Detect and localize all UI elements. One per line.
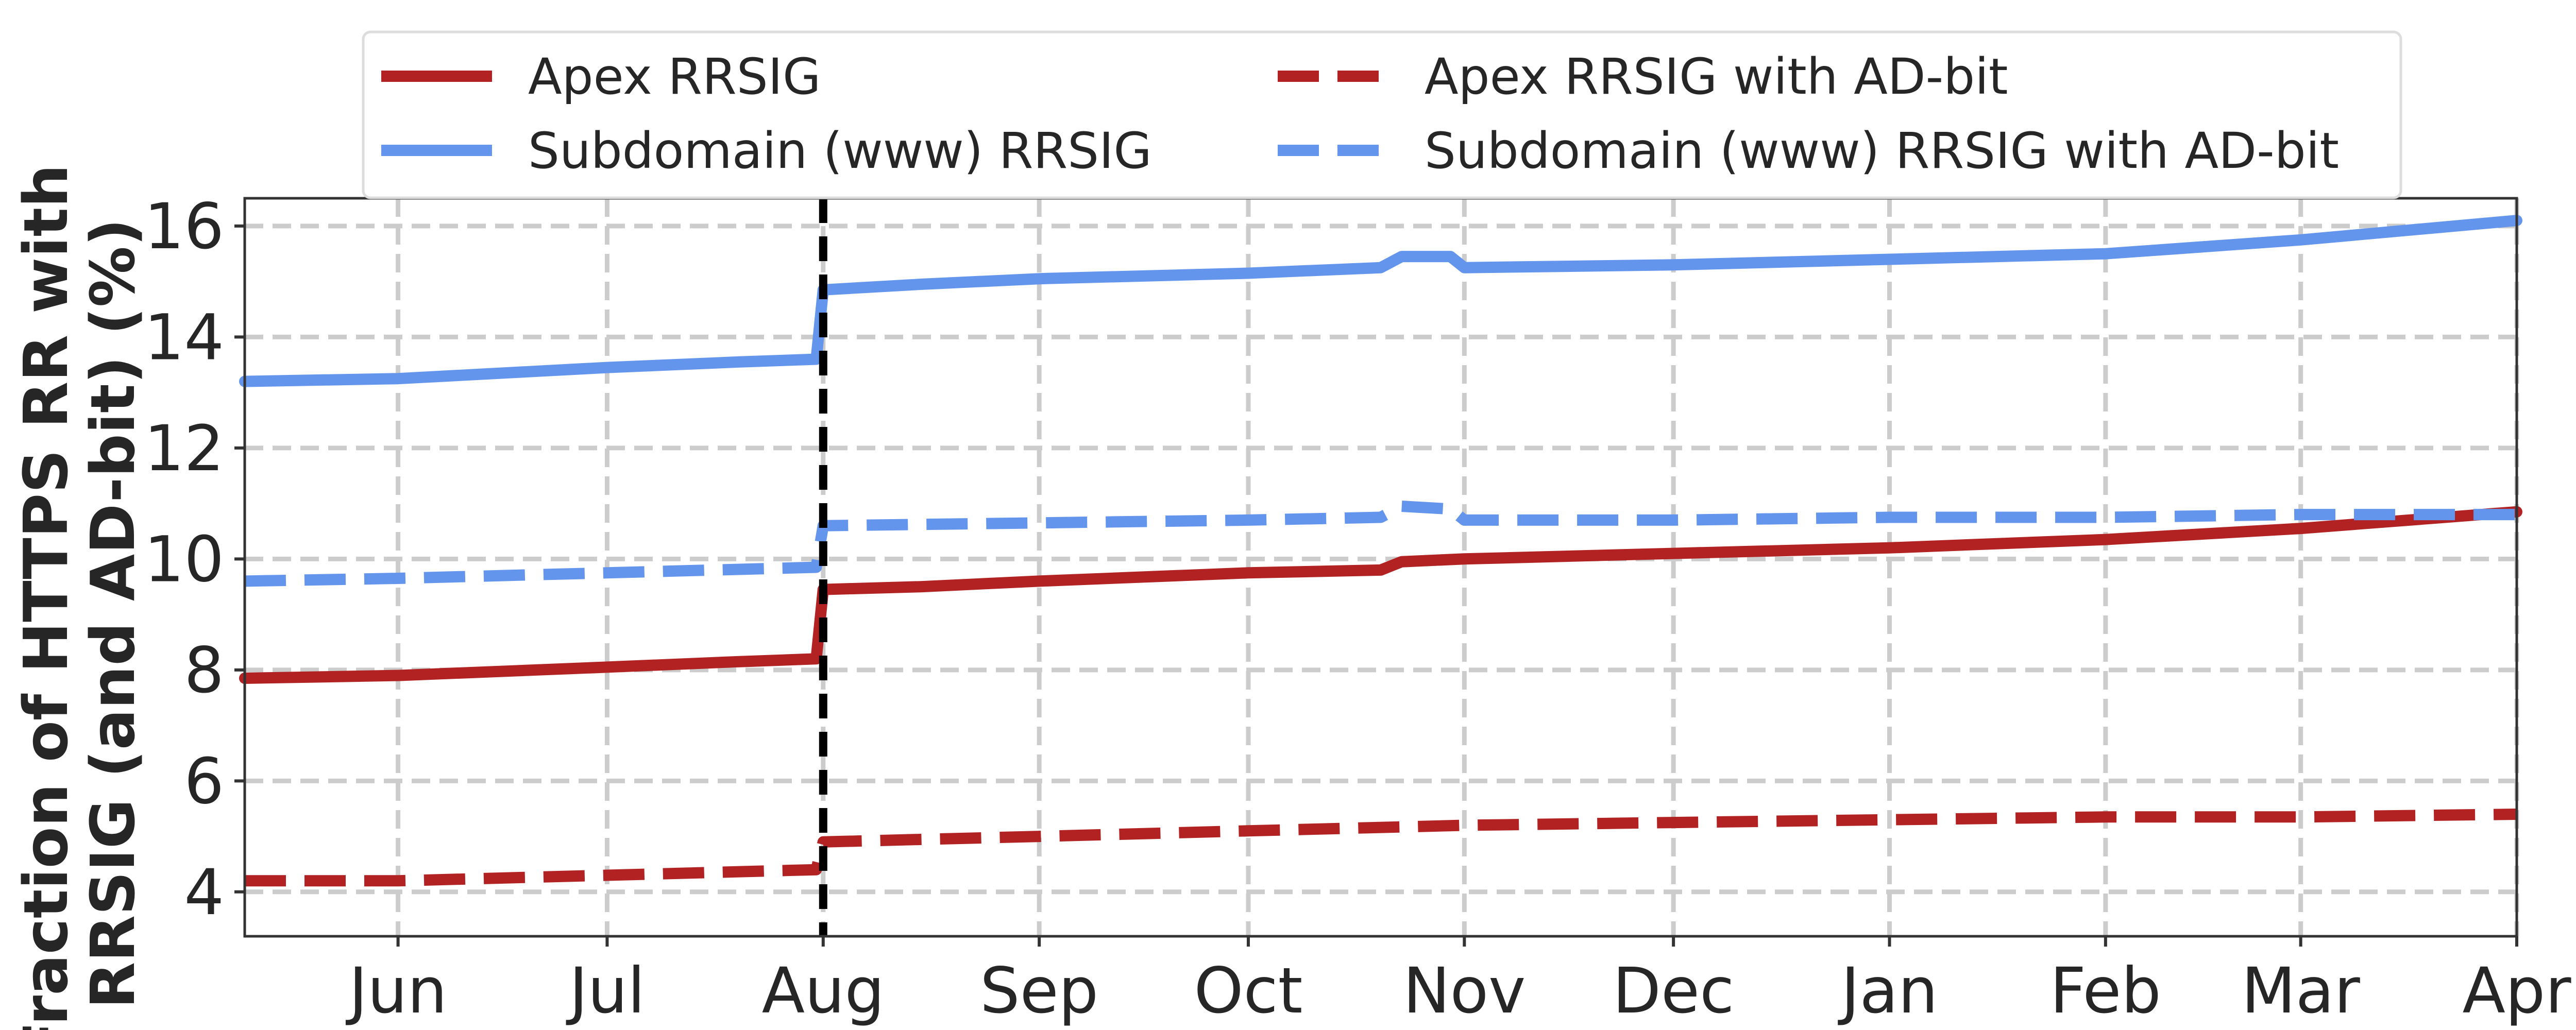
x-tick-label: Jun (345, 954, 447, 1027)
y-axis: 4 6 8 10 12 14 16 (144, 190, 245, 929)
x-tick-label: Oct (1194, 954, 1302, 1027)
x-tick-label: Apr (2462, 954, 2571, 1027)
legend-label: Subdomain (www) RRSIG with AD-bit (1425, 122, 2339, 180)
legend-label: Apex RRSIG (528, 48, 821, 106)
series-line-1 (239, 506, 2522, 684)
x-tick-label: Dec (1613, 954, 1734, 1027)
y-tick-label: 6 (184, 745, 224, 818)
y-tick-label: 14 (144, 301, 224, 374)
y-tick-label: 12 (144, 412, 224, 485)
y-tick-label: 4 (184, 856, 224, 929)
legend-label: Subdomain (www) RRSIG (528, 122, 1152, 180)
legend: Apex RRSIG Subdomain (www) RRSIG Apex RRSI… (362, 30, 2402, 199)
x-tick-label: Mar (2242, 954, 2361, 1027)
y-tick-label: 16 (144, 190, 224, 263)
legend-label: Apex RRSIG with AD-bit (1425, 48, 2008, 106)
y-axis-label-line: RRSIG (and AD-bit) (%) (77, 218, 148, 1009)
legend-box (362, 30, 2402, 199)
x-tick-label: Jan (1837, 954, 1938, 1027)
x-tick-label: Nov (1403, 954, 1526, 1027)
y-axis-label-line: Fraction of HTTPS RR with (10, 164, 81, 1030)
y-tick-label: 10 (144, 523, 224, 596)
x-tick-label: Feb (2050, 954, 2161, 1027)
series-line-2 (239, 215, 2522, 387)
x-axis: Jun Jul Aug Sep Oct Nov Dec Jan Feb Mar Apr (345, 936, 2571, 1027)
series-line-4 (244, 501, 2517, 587)
x-tick-label: Sep (980, 954, 1098, 1027)
series-lines (239, 215, 2522, 887)
x-tick-label: Aug (762, 954, 885, 1027)
y-tick-label: 8 (184, 634, 224, 707)
series-line-3 (245, 809, 2517, 887)
x-tick-label: Jul (566, 954, 645, 1027)
y-axis-label: Fraction of HTTPS RR withRRSIG (and AD-b… (10, 164, 148, 1030)
